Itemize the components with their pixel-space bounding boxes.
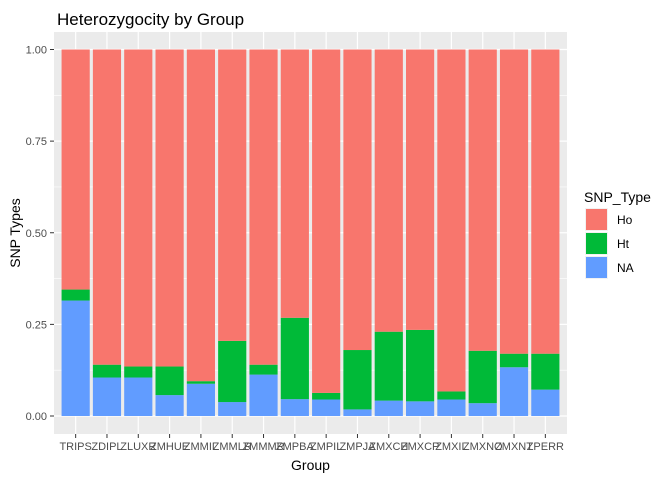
bar-ho-zmxcp [406, 49, 435, 330]
bar-ht-zmpja [343, 350, 372, 410]
bar-na-trips [61, 300, 90, 416]
bar-ho-zmxnt [499, 49, 529, 354]
bar-ht-zmxnt [499, 353, 529, 368]
y-tick-label: 0.75 [26, 136, 47, 148]
x-tick-label: ZMHUE [150, 441, 189, 453]
bar-na-zmhue [155, 395, 184, 416]
x-tick-label: ZMXNO [463, 441, 503, 453]
x-tick-label: ZMXNT [495, 441, 533, 453]
x-axis-title: Group [291, 457, 330, 473]
bar-ho-zmxno [468, 49, 497, 351]
bar-na-zmmlr [218, 402, 247, 416]
bar-ht-zmmil [186, 381, 215, 384]
bar-ht-zmxno [468, 350, 497, 404]
legend-title: SNP_Type [584, 189, 651, 205]
bar-ht-zluxr [124, 366, 153, 378]
bar-na-zmxil [437, 399, 466, 416]
legend-label-ho: Ho [617, 213, 633, 227]
y-tick-label: 1.00 [26, 45, 47, 57]
bar-ho-zmpja [343, 49, 372, 351]
y-tick-label: 0.25 [26, 319, 47, 331]
bar-ht-zmxch [374, 331, 403, 401]
bar-na-zmmil [186, 383, 215, 416]
x-tick-label: ZMPJA [339, 441, 376, 453]
bar-ht-zmmmr [249, 364, 278, 375]
bar-ht-zmxcp [406, 329, 435, 402]
bar-na-zmxch [374, 400, 403, 416]
y-tick-label: 0.50 [26, 228, 47, 240]
x-axis: TRIPS ZDIPLZLUXRZMHUEZMMILZMMLRZMMMRZMPBA… [59, 434, 564, 453]
bar-na-zmpil [312, 399, 341, 416]
x-tick-label: ZMMMR [242, 441, 284, 453]
bar-ht-trips [61, 289, 90, 301]
x-tick-label: ZMPBA [276, 441, 315, 453]
bar-na-zdipl [92, 377, 122, 416]
bar-ho-zmxil [437, 49, 466, 392]
bar-ho-zmhue [155, 49, 184, 367]
bar-ht-zmxil [437, 391, 466, 400]
bar-ho-zmmmr [249, 49, 278, 365]
bar-ht-zdipl [92, 364, 122, 378]
bar-ht-zmpba [280, 317, 309, 400]
y-tick-label: 0.00 [26, 411, 47, 423]
bar-na-zmmmr [249, 374, 278, 416]
legend-key-ht [586, 233, 607, 254]
y-axis-title: SNP Types [7, 198, 23, 268]
bar-na-zmxnt [499, 367, 529, 416]
y-axis: 0.00 0.25 0.50 0.75 1.00 [26, 45, 54, 423]
bar-ho-zluxr [124, 49, 153, 367]
x-tick-label: ZMXIL [435, 441, 467, 453]
legend-label-ht: Ht [617, 237, 630, 251]
bars [61, 49, 560, 416]
bar-ho-zmpba [280, 49, 309, 318]
chart-title: Heterozygocity by Group [57, 10, 244, 29]
x-tick-label: ZMXCH [369, 441, 408, 453]
bar-ht-zperr [531, 353, 560, 390]
bar-ho-zmmlr [218, 49, 247, 341]
legend: SNP_Type Ho Ht NA [584, 189, 651, 279]
bar-ho-zmmil [186, 49, 215, 382]
bar-na-zmxno [468, 403, 497, 416]
bar-na-zmpja [343, 409, 372, 416]
x-tick-label: ZPERR [527, 441, 564, 453]
bar-ho-zmpil [312, 49, 341, 393]
bar-na-zmxcp [406, 401, 435, 416]
x-tick-label: TRIPS [59, 441, 91, 453]
legend-label-na: NA [617, 261, 634, 275]
bar-na-zluxr [124, 377, 153, 416]
legend-items: Ho Ht NA [585, 208, 634, 279]
bar-ho-zperr [531, 49, 560, 354]
x-tick-label: ZMMLR [213, 441, 252, 453]
x-tick-label: ZMPIL [310, 441, 342, 453]
bar-ht-zmhue [155, 366, 184, 396]
bar-ho-zmxch [374, 49, 403, 332]
x-tick-label: ZLUXR [120, 441, 156, 453]
bar-ho-zdipl [92, 49, 122, 365]
legend-key-na [586, 257, 607, 278]
legend-key-ho [586, 209, 607, 230]
bar-ht-zmmlr [218, 340, 247, 403]
bar-ho-trips [61, 49, 90, 290]
x-tick-label: ZMMIL [184, 441, 218, 453]
x-tick-label: ZMXCP [401, 441, 440, 453]
x-tick-label: ZDIPL [91, 441, 122, 453]
bar-ht-zmpil [312, 392, 341, 400]
bar-na-zmpba [280, 399, 309, 416]
bar-na-zperr [531, 389, 560, 416]
